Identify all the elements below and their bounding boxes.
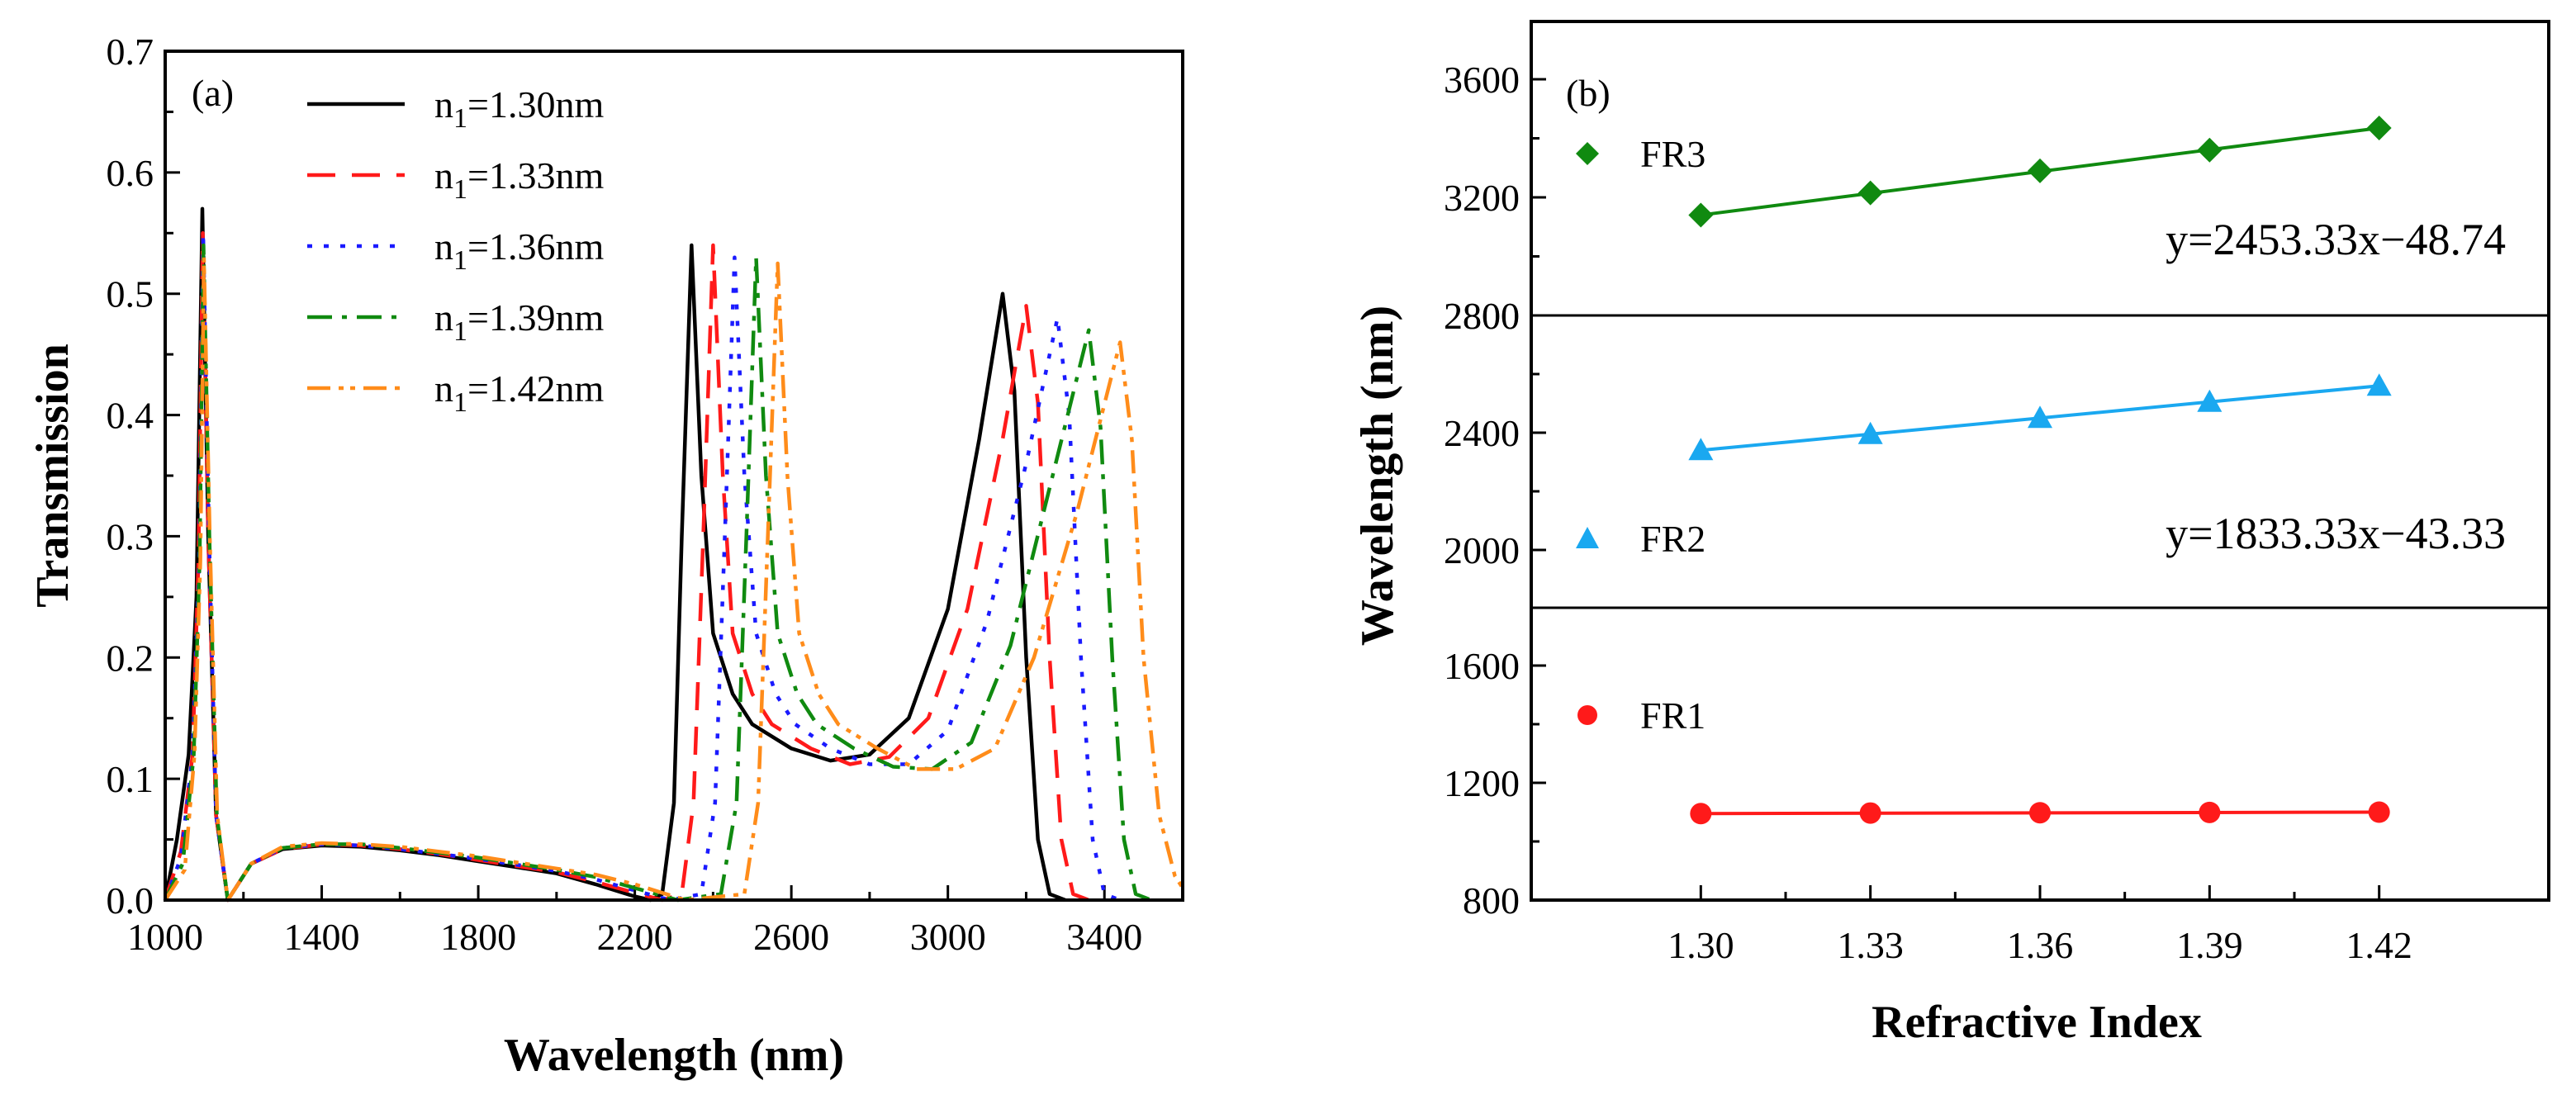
a-legend-sub: 1 (453, 103, 467, 134)
b-legend-marker-0 (1576, 142, 1599, 165)
a-axis-ticks (164, 50, 1106, 902)
b-data-point-2 (2029, 802, 2051, 824)
a-y-tick-label: 0.2 (107, 637, 154, 679)
b-y-tick-label-1: 2800 (1444, 295, 1520, 337)
a-x-tick-label: 1400 (284, 916, 360, 958)
b-data-point-0 (1688, 202, 1714, 228)
a-legend-sub: 1 (453, 316, 467, 347)
a-legend-label-0: n1=1.30nm (434, 83, 604, 134)
b-x-tick-label: 1.33 (1837, 924, 1904, 966)
a-plot-frame (164, 50, 1184, 902)
a-series-line-4 (164, 255, 1184, 903)
b-panel-label: (b) (1566, 72, 1611, 114)
b-y-tick-label-1: 2000 (1444, 529, 1520, 571)
a-legend-rest: =1.30nm (467, 83, 604, 126)
a-x-tick-label: 2600 (753, 916, 829, 958)
a-legend-rest: =1.42nm (467, 367, 604, 410)
b-y-tick-label-2: 800 (1463, 879, 1520, 922)
a-legend-sub: 1 (453, 387, 467, 418)
a-legend-sub: 1 (453, 174, 467, 205)
b-y-tick-label-1: 2400 (1444, 412, 1520, 454)
b-legend-label-2: FR1 (1640, 694, 1705, 737)
a-legend-n: n (434, 154, 453, 197)
a-y-tick-label: 0.6 (107, 152, 154, 194)
a-y-tick-label: 0.7 (107, 31, 154, 73)
b-plot-frame (1530, 20, 2550, 902)
a-panel-label: (a) (192, 72, 234, 114)
a-series-group (163, 206, 1184, 903)
b-x-tick-label: 1.39 (2176, 924, 2243, 966)
b-data-point-1 (1688, 438, 1714, 461)
a-series-line-0 (163, 206, 1066, 903)
b-y-axis-title: Wavelength (nm) (1352, 306, 1403, 646)
a-legend-label-3: n1=1.39nm (434, 296, 604, 347)
b-data-point-0 (2028, 158, 2052, 183)
b-legend-marker-2 (1577, 705, 1597, 725)
a-y-tick-label: 0.3 (107, 515, 154, 557)
a-legend-sub: 1 (453, 245, 467, 276)
b-fit-equation-0: y=2453.33x−48.74 (2166, 215, 2506, 264)
b-data-point-2 (1690, 803, 1712, 825)
a-legend: n1=1.30nmn1=1.33nmn1=1.36nmn1=1.39nmn1=1… (307, 83, 604, 418)
a-legend-label-4: n1=1.42nm (434, 367, 604, 418)
b-legend-label-1: FR2 (1640, 518, 1705, 560)
a-legend-n: n (434, 225, 453, 268)
b-x-tick-label: 1.42 (2346, 924, 2412, 966)
b-y-tick-label-2: 1200 (1444, 762, 1520, 804)
a-legend-n: n (434, 83, 453, 126)
b-data-point-1 (2197, 389, 2223, 412)
b-y-tick-label-0: 2800 (1444, 295, 1520, 337)
a-y-tick-label: 0.4 (107, 395, 154, 437)
a-x-tick-label: 1000 (127, 916, 203, 958)
b-content: 280032003600FR3y=2453.33x−48.74200024002… (1444, 59, 2506, 966)
a-y-tick-label: 0.1 (107, 758, 154, 800)
b-data-point-0 (2366, 115, 2392, 140)
b-x-tick-label: 1.36 (2007, 924, 2074, 966)
a-legend-label-1: n1=1.33nm (434, 154, 604, 205)
a-legend-rest: =1.39nm (467, 296, 604, 339)
panel-a: 1000 1400 1800 2200 2600 3000 3400 0.0 0.1 0.2 0.3… (27, 31, 1184, 1081)
b-legend-marker-1 (1576, 527, 1599, 548)
a-x-tick-label: 2200 (597, 916, 673, 958)
b-y-tick-label-0: 3200 (1444, 177, 1520, 219)
panel-b: 280032003600FR3y=2453.33x−48.74200024002… (1352, 20, 2550, 1048)
a-series-line-3 (163, 243, 1152, 903)
a-y-tick-label: 0.5 (107, 273, 154, 315)
a-legend-label-2: n1=1.36nm (434, 225, 604, 276)
b-data-point-1 (1857, 421, 1883, 444)
b-data-point-2 (2368, 801, 2390, 823)
a-tick-labels: 1000 1400 1800 2200 2600 3000 3400 0.0 0.1 0.2 0.3… (107, 31, 1143, 958)
a-y-tick-label: 0.0 (107, 879, 154, 922)
a-series-line-1 (163, 231, 1090, 903)
b-data-point-0 (2197, 137, 2223, 163)
b-data-point-2 (1859, 802, 1881, 824)
a-legend-rest: =1.33nm (467, 154, 604, 197)
a-x-tick-label: 1800 (440, 916, 516, 958)
b-data-point-1 (2366, 373, 2392, 396)
b-data-point-0 (1857, 180, 1883, 206)
b-data-point-2 (2199, 801, 2221, 823)
a-legend-n: n (434, 296, 453, 339)
b-y-tick-label-0: 3600 (1444, 59, 1520, 101)
b-x-tick-label: 1.30 (1668, 924, 1734, 966)
b-data-point-1 (2028, 405, 2052, 429)
b-y-tick-label-2: 1600 (1444, 645, 1520, 687)
a-x-tick-label: 3400 (1066, 916, 1142, 958)
a-x-axis-title: Wavelength (nm) (504, 1030, 844, 1081)
b-x-axis-title: Refractive Index (1872, 997, 2202, 1048)
a-x-tick-label: 3000 (910, 916, 986, 958)
a-y-axis-title: Transmission (27, 344, 78, 607)
b-legend-label-0: FR3 (1640, 133, 1705, 175)
b-fit-equation-1: y=1833.33x−43.33 (2166, 509, 2506, 558)
a-legend-n: n (434, 367, 453, 410)
a-legend-rest: =1.36nm (467, 225, 604, 268)
